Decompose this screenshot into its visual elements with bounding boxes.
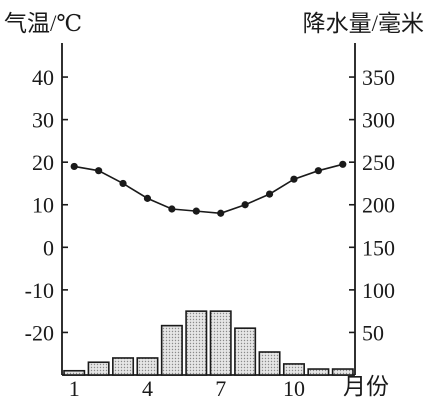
right-tick-label: 100 (362, 278, 395, 303)
left-tick-label: 10 (32, 193, 54, 218)
precipitation-bar (258, 351, 281, 376)
x-tick-label: 4 (142, 376, 153, 401)
precipitation-bar (209, 310, 232, 376)
precipitation-bar (331, 368, 354, 376)
right-axis-ticks: 50 100 150 200 250 300 350 (349, 65, 395, 345)
precipitation-bar (307, 368, 330, 376)
temperature-point (192, 207, 200, 215)
x-tick-label: 10 (283, 376, 305, 401)
precipitation-bar (185, 310, 208, 376)
precipitation-bar (63, 369, 86, 376)
left-tick-label: 0 (43, 235, 54, 260)
left-axis-ticks: -20 -10 0 10 20 30 40 (25, 65, 68, 345)
temperature-point (290, 175, 298, 183)
temperature-line (74, 163, 343, 215)
temperature-point (314, 167, 322, 175)
left-tick-label: 40 (32, 65, 54, 90)
left-tick-label: 20 (32, 150, 54, 175)
temperature-point (143, 194, 152, 202)
temperature-point (168, 205, 176, 213)
temperature-point (217, 209, 225, 217)
temperature-point (339, 160, 347, 168)
precipitation-bar (234, 327, 257, 376)
temperature-point (119, 179, 127, 188)
temperature-point (95, 167, 103, 175)
right-axis-label: 降水量/毫米 (303, 11, 424, 36)
left-tick-label: -20 (25, 320, 54, 345)
temperature-point (70, 162, 78, 171)
precipitation-bar (112, 357, 135, 376)
x-axis-label: 月份 (343, 374, 389, 399)
temperature-series (70, 160, 347, 217)
right-tick-label: 300 (362, 108, 395, 133)
x-tick-label: 1 (69, 376, 80, 401)
temperature-point (241, 201, 249, 209)
left-axis-label: 气温/℃ (4, 11, 82, 36)
x-tick-label: 7 (215, 376, 226, 401)
precipitation-bar (87, 361, 110, 376)
precipitation-bar (282, 363, 305, 376)
x-axis-ticks: 1 4 7 10 (69, 376, 305, 401)
temperature-point (265, 190, 274, 198)
right-tick-label: 50 (362, 320, 384, 345)
right-tick-label: 150 (362, 235, 395, 260)
precipitation-bar (160, 324, 183, 376)
precipitation-bars (63, 310, 354, 376)
left-tick-label: -10 (25, 278, 54, 303)
precipitation-bar (136, 357, 159, 376)
right-tick-label: 200 (362, 193, 395, 218)
left-tick-label: 30 (32, 108, 54, 133)
right-tick-label: 250 (362, 150, 395, 175)
right-tick-label: 350 (362, 65, 395, 90)
